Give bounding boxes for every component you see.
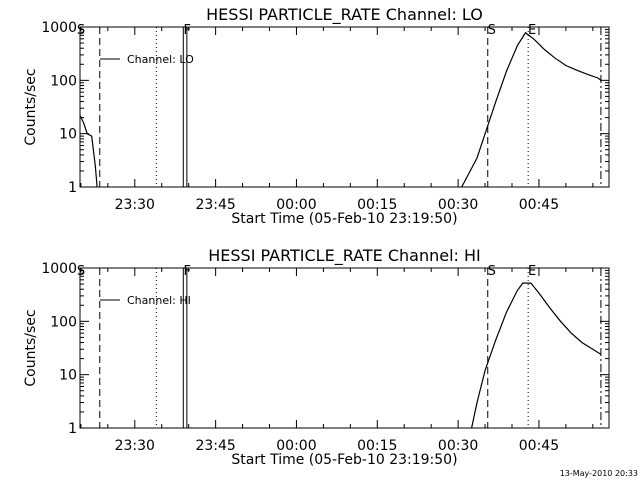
- y-axis-label: Counts/sec: [23, 309, 39, 386]
- x-tick-label: 23:45: [195, 438, 235, 454]
- x-tick-label: 00:00: [276, 438, 316, 454]
- x-axis-label: Start Time (05-Feb-10 23:19:50): [231, 211, 457, 227]
- y-tick-label: 1000: [41, 261, 77, 277]
- x-tick-label: 23:45: [195, 197, 235, 213]
- x-tick-label: 00:15: [357, 438, 397, 454]
- x-tick-label: 23:30: [115, 197, 155, 213]
- x-tick-label: 23:30: [115, 438, 155, 454]
- event-marker-label: S: [77, 23, 85, 38]
- chart-panel-1: HESSI PARTICLE_RATE Channel: LO 1 10 100 100…: [23, 5, 610, 227]
- y-tick-label: 1000: [41, 20, 77, 36]
- y-tick-label: 10: [59, 127, 77, 143]
- x-tick-label: 00:45: [519, 197, 559, 213]
- legend-label: Channel: LO: [127, 53, 194, 66]
- event-marker-label: S: [77, 264, 85, 279]
- chart-title: HESSI PARTICLE_RATE Channel: LO: [206, 5, 483, 25]
- x-axis-label: Start Time (05-Feb-10 23:19:50): [231, 452, 457, 468]
- plot-frame: [79, 267, 610, 429]
- y-tick-label: 1: [68, 180, 77, 196]
- footer-date: 13-May-2010 20:33: [560, 469, 638, 478]
- series-line: [461, 31, 602, 188]
- x-tick-label: 00:30: [438, 197, 478, 213]
- chart-panel-2: HESSI PARTICLE_RATE Channel: HI 1 10 100 100…: [23, 246, 610, 468]
- legend-label: Channel: HI: [127, 294, 191, 307]
- series-line: [471, 282, 602, 429]
- y-tick-label: 10: [59, 368, 77, 384]
- x-tick-label: 00:15: [357, 197, 397, 213]
- x-tick-label: 00:00: [276, 197, 316, 213]
- y-tick-label: 100: [50, 314, 77, 330]
- y-axis-label: Counts/sec: [23, 68, 39, 145]
- chart-title: HESSI PARTICLE_RATE Channel: HI: [208, 246, 481, 266]
- y-tick-label: 100: [50, 73, 77, 89]
- x-tick-label: 00:45: [519, 438, 559, 454]
- event-marker-label: E: [528, 264, 536, 279]
- event-marker-label: E: [528, 23, 536, 38]
- event-marker-label: S: [488, 23, 496, 38]
- plot-frame: [79, 26, 610, 188]
- x-tick-label: 00:30: [438, 438, 478, 454]
- event-marker-label: S: [488, 264, 496, 279]
- series-line: [79, 115, 98, 188]
- y-tick-label: 1: [68, 421, 77, 437]
